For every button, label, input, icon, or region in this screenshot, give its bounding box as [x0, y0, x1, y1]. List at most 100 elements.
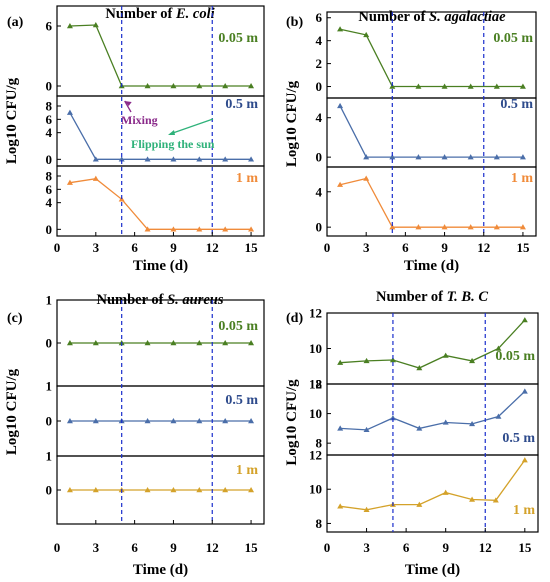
data-point — [222, 226, 229, 232]
data-point — [92, 175, 99, 181]
data-point — [363, 426, 370, 433]
data-point — [415, 83, 422, 89]
y-tick-label: 0 — [46, 483, 53, 498]
x-tick-label: 0 — [324, 240, 331, 255]
series-line-0.05m — [339, 28, 523, 88]
data-point — [337, 503, 344, 509]
data-point — [144, 226, 151, 232]
chart-title-prefix: Number of — [376, 289, 447, 305]
data-point — [196, 83, 203, 89]
data-point — [66, 23, 73, 29]
panel-label: (b) — [286, 15, 303, 30]
y-tick-label: 12 — [309, 448, 322, 463]
y-tick-label: 10 — [309, 482, 322, 497]
series-line-0.5m — [340, 390, 526, 431]
x-tick-label: 15 — [245, 240, 259, 255]
y-tick-label: 4 — [316, 184, 323, 199]
flipping-annotation: Flipping the sun — [131, 137, 215, 151]
y-tick-label: 4 — [316, 33, 323, 48]
x-axis-label: Time (d) — [133, 562, 188, 578]
data-point — [248, 156, 255, 162]
data-point — [495, 413, 502, 419]
x-axis-label: Time (d) — [405, 562, 460, 578]
y-tick-label: 8 — [316, 377, 323, 392]
chart-panel-b: (b) Number of S. agalactiae 0 2 4 6 0.05 m 0 4 0.… — [284, 9, 537, 274]
x-tick-label: 12 — [206, 540, 219, 555]
series-label: 0.5 m — [500, 97, 533, 112]
y-tick-label: 2 — [316, 56, 323, 71]
data-point — [519, 154, 526, 160]
data-point — [66, 418, 73, 424]
data-point — [170, 226, 177, 232]
y-tick-label: 10 — [309, 341, 322, 356]
y-tick-label: 8 — [316, 516, 323, 531]
x-tick-label: 3 — [93, 540, 100, 555]
series-line-0.5m — [339, 105, 523, 158]
series-label: 1 m — [236, 171, 259, 186]
x-tick-label: 6 — [131, 240, 138, 255]
panel-label: (d) — [286, 311, 303, 326]
data-point — [389, 415, 396, 421]
data-point — [170, 418, 177, 424]
data-point — [337, 181, 344, 187]
data-point — [118, 156, 125, 162]
data-point — [222, 340, 229, 346]
chart-title: Number of E. coli — [105, 6, 214, 22]
y-tick-label: 6 — [46, 182, 53, 197]
y-tick-label: 0 — [46, 222, 53, 237]
x-tick-label: 15 — [518, 540, 532, 555]
data-point — [196, 340, 203, 346]
series-label: 0.05 m — [218, 319, 258, 334]
data-point — [493, 154, 500, 160]
x-tick-label: 0 — [54, 540, 61, 555]
mixing-annotation: Mixing — [121, 113, 158, 127]
data-point — [441, 83, 448, 89]
data-point — [363, 31, 370, 38]
data-point — [144, 418, 151, 424]
data-point — [196, 226, 203, 232]
series-line-1m — [69, 178, 252, 230]
x-tick-label: 12 — [477, 240, 490, 255]
data-point — [337, 102, 344, 109]
series-label: 0.5 m — [225, 97, 258, 112]
data-point — [66, 179, 73, 185]
mixing-arrowhead — [124, 101, 132, 106]
data-point — [170, 340, 177, 346]
y-tick-label: 0 — [46, 79, 53, 94]
series-label: 0.5 m — [502, 431, 535, 446]
flipping-arrow — [169, 118, 214, 135]
y-tick-label: 8 — [46, 169, 53, 184]
data-point — [363, 175, 370, 181]
y-tick-label: 1 — [46, 293, 53, 308]
series-label: 0.05 m — [495, 349, 535, 364]
data-point — [441, 224, 448, 230]
data-point — [415, 224, 422, 230]
y-tick-label: 1 — [46, 379, 53, 394]
data-point — [469, 496, 476, 502]
panel-label: (a) — [7, 15, 24, 30]
data-point — [493, 83, 500, 89]
data-point — [416, 365, 423, 371]
subplot-frame — [326, 166, 537, 237]
data-point — [521, 388, 528, 394]
x-tick-label: 0 — [54, 240, 61, 255]
data-point — [66, 340, 73, 346]
data-point — [222, 83, 229, 89]
y-tick-label: 1 — [46, 449, 53, 464]
x-tick-label: 9 — [170, 540, 177, 555]
data-point — [337, 425, 344, 431]
data-point — [144, 340, 151, 346]
data-point — [469, 420, 476, 427]
data-point — [493, 224, 500, 230]
y-tick-label: 8 — [46, 99, 53, 114]
data-point — [441, 154, 448, 160]
y-tick-label: 4 — [316, 110, 323, 125]
data-point — [92, 156, 99, 162]
y-tick-label: 0 — [46, 414, 53, 429]
y-tick-label: 12 — [309, 377, 322, 392]
data-point — [389, 224, 396, 230]
series-line-0.05m — [69, 24, 252, 87]
data-point — [416, 425, 423, 431]
